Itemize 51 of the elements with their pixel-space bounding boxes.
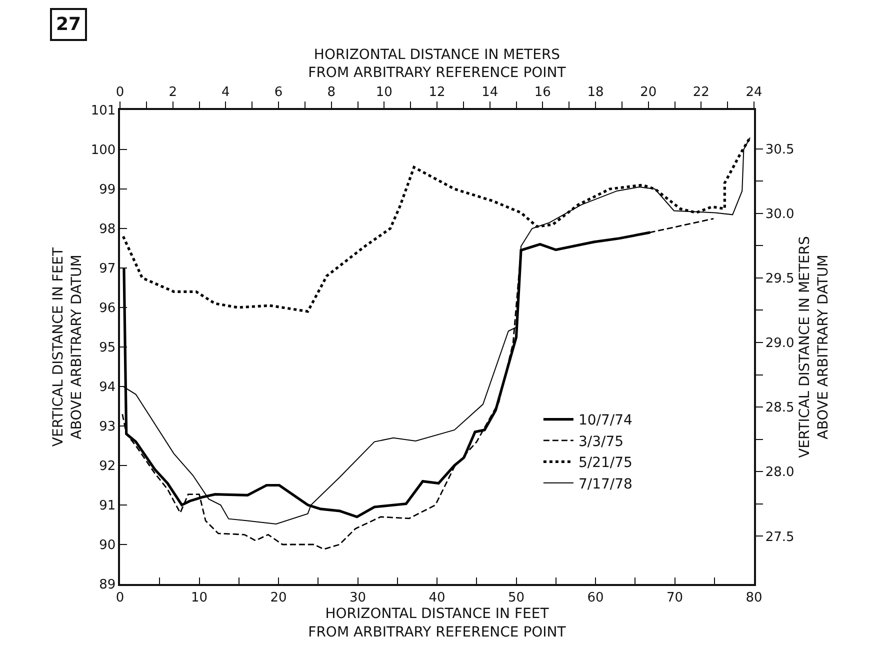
legend-label: 3/3/75 <box>578 434 624 450</box>
x2-tick-label: 14 <box>482 85 498 100</box>
y-axis-title: VERTICAL DISTANCE IN FEET ABOVE ARBITRARY DATUM <box>50 246 85 447</box>
y-tick-label: 89 <box>99 578 116 593</box>
y2-tick-label: 30.5 <box>765 142 794 158</box>
x-tick-label: 70 <box>666 590 684 606</box>
x2-tick-label: 24 <box>746 85 762 100</box>
y2-tick-label: 29.5 <box>765 271 794 286</box>
y2-tick-label: 28.0 <box>765 465 794 480</box>
x2-tick-label: 10 <box>376 85 392 100</box>
y2-tick-label: 30.0 <box>765 206 794 222</box>
x2-tick-label: 0 <box>116 85 124 100</box>
y-tick-label: 93 <box>99 420 116 435</box>
x-tick-label: 0 <box>116 590 124 606</box>
y-tick-label: 100 <box>90 143 116 158</box>
y-tick-label: 92 <box>99 459 116 474</box>
x2-tick-label: 4 <box>222 85 230 100</box>
y-tick-label: 101 <box>90 104 116 119</box>
y2-tick-label: 29.0 <box>765 336 794 352</box>
x2-tick-label: 18 <box>587 85 604 100</box>
y-tick-label: 99 <box>99 182 116 198</box>
y-tick-label: 97 <box>99 262 116 277</box>
y2-tick-label: 27.5 <box>765 530 794 545</box>
x2-tick-label: 16 <box>534 85 551 100</box>
x-axis-title: HORIZONTAL DISTANCE IN FEET FROM ARBITRARY REFERENCE POINT <box>308 606 566 640</box>
y2-tick-label: 28.5 <box>765 400 794 416</box>
x-tick-label: 30 <box>349 590 366 606</box>
x2-tick-label: 12 <box>428 85 446 100</box>
x2-tick-label: 2 <box>168 85 177 100</box>
x2-axis-title: HORIZONTAL DISTANCE IN METERS FROM ARBITRARY REFERENCE POINT <box>308 46 566 82</box>
y-tick-label: 98 <box>99 222 116 238</box>
legend-label: 5/21/75 <box>578 455 632 472</box>
text: 27 <box>56 14 82 35</box>
legend-label: 10/7/74 <box>578 412 633 429</box>
x2-tick-label: 22 <box>692 85 710 100</box>
x-tick-label: 80 <box>746 590 762 606</box>
x-tick-label: 10 <box>190 590 208 606</box>
y-tick-label: 94 <box>99 380 116 396</box>
x-tick-label: 40 <box>428 590 446 606</box>
x2-tick-label: 8 <box>327 85 336 100</box>
y2-axis-title: VERTICAL DISTANCE IN METERS ABOVE ARBITRARY DATUM <box>797 236 832 458</box>
legend-label: 7/17/78 <box>578 476 632 492</box>
y-tick-label: 91 <box>99 498 116 514</box>
x-tick-label: 60 <box>587 590 604 606</box>
x-tick-label: 20 <box>270 590 287 606</box>
y-tick-label: 95 <box>99 340 116 356</box>
x2-tick-label: 6 <box>274 85 283 100</box>
y-tick-label: 90 <box>99 538 116 554</box>
x-tick-label: 50 <box>508 590 525 606</box>
y-tick-label: 96 <box>99 301 116 316</box>
x2-tick-label: 20 <box>640 85 657 100</box>
